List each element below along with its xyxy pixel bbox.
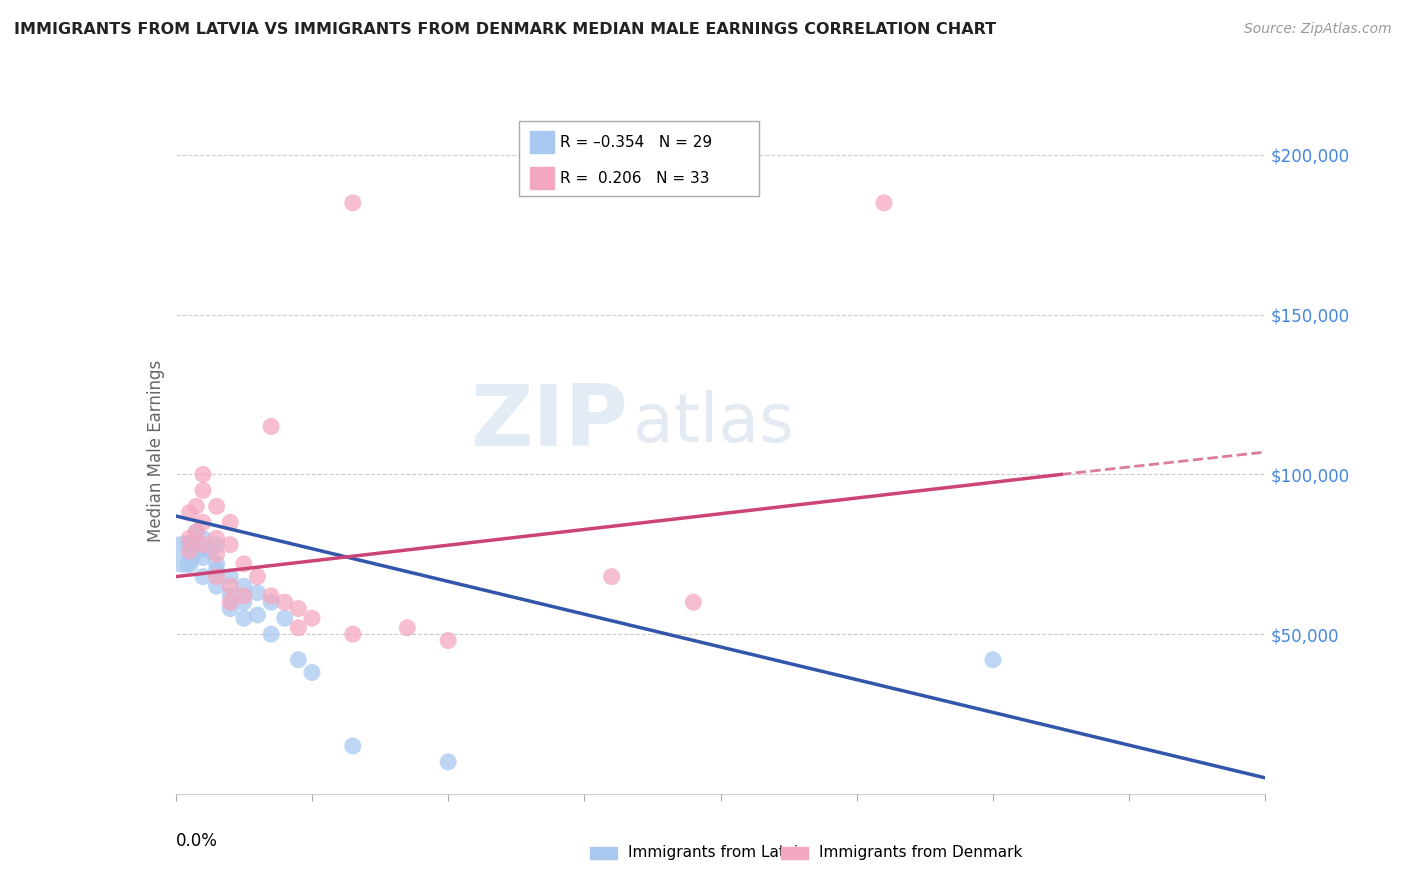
Point xyxy=(198,544,221,558)
Point xyxy=(600,569,623,583)
Point xyxy=(274,611,297,625)
Point xyxy=(219,579,242,593)
Point xyxy=(396,621,419,635)
FancyBboxPatch shape xyxy=(519,120,759,196)
Point xyxy=(287,601,309,615)
Point xyxy=(219,516,242,530)
Point xyxy=(191,550,214,565)
Point xyxy=(232,595,254,609)
Point xyxy=(179,506,201,520)
Point xyxy=(191,531,214,545)
Point xyxy=(191,569,214,583)
Text: Source: ZipAtlas.com: Source: ZipAtlas.com xyxy=(1244,22,1392,37)
Point xyxy=(981,653,1004,667)
Point xyxy=(205,547,228,561)
Point xyxy=(205,563,228,577)
Point xyxy=(205,557,228,571)
Point xyxy=(260,419,283,434)
Point xyxy=(232,579,254,593)
Point xyxy=(186,524,208,539)
Point xyxy=(191,538,214,552)
Text: 0.0%: 0.0% xyxy=(176,831,218,850)
Point xyxy=(246,607,269,622)
Point xyxy=(260,589,283,603)
Point xyxy=(219,595,242,609)
Text: IMMIGRANTS FROM LATVIA VS IMMIGRANTS FROM DENMARK MEDIAN MALE EARNINGS CORRELATI: IMMIGRANTS FROM LATVIA VS IMMIGRANTS FRO… xyxy=(14,22,997,37)
Bar xyxy=(530,131,554,153)
Point xyxy=(179,557,201,571)
Text: R =  0.206   N = 33: R = 0.206 N = 33 xyxy=(561,171,710,186)
Point xyxy=(342,195,364,210)
Point xyxy=(219,601,242,615)
Point xyxy=(873,195,896,210)
Point xyxy=(682,595,704,609)
Point xyxy=(287,653,309,667)
Point xyxy=(219,538,242,552)
Text: atlas: atlas xyxy=(633,390,794,456)
Point xyxy=(287,621,309,635)
Point xyxy=(232,557,254,571)
Point xyxy=(205,569,228,583)
Y-axis label: Median Male Earnings: Median Male Earnings xyxy=(146,359,165,541)
Point xyxy=(301,611,323,625)
Point xyxy=(342,627,364,641)
Point xyxy=(186,524,208,539)
Bar xyxy=(780,847,808,859)
Bar xyxy=(530,168,554,189)
Point xyxy=(437,755,460,769)
Point xyxy=(205,538,228,552)
Text: R = –0.354   N = 29: R = –0.354 N = 29 xyxy=(561,135,713,150)
Point xyxy=(186,500,208,514)
Point xyxy=(246,569,269,583)
Point xyxy=(172,547,194,561)
Point xyxy=(219,569,242,583)
Point xyxy=(179,531,201,545)
Point xyxy=(179,538,201,552)
Text: Immigrants from Latvia: Immigrants from Latvia xyxy=(628,846,807,861)
Point xyxy=(205,500,228,514)
Text: ZIP: ZIP xyxy=(470,382,628,465)
Point xyxy=(219,589,242,603)
Point xyxy=(260,627,283,641)
Point xyxy=(179,544,201,558)
Point xyxy=(232,611,254,625)
Point xyxy=(205,579,228,593)
Point xyxy=(205,531,228,545)
Bar xyxy=(591,847,617,859)
Point xyxy=(186,544,208,558)
Point xyxy=(437,633,460,648)
Point xyxy=(260,595,283,609)
Point xyxy=(246,585,269,599)
Point xyxy=(191,467,214,482)
Point xyxy=(191,516,214,530)
Point xyxy=(274,595,297,609)
Point xyxy=(232,589,254,603)
Point xyxy=(301,665,323,680)
Text: Immigrants from Denmark: Immigrants from Denmark xyxy=(818,846,1022,861)
Point xyxy=(342,739,364,753)
Point xyxy=(191,483,214,498)
